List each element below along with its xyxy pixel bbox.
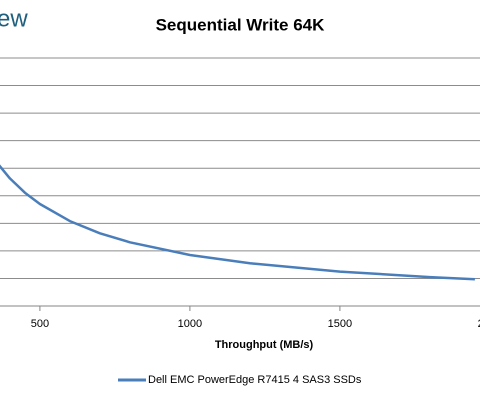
data-line <box>0 164 475 281</box>
chart-title: Sequential Write 64K <box>156 15 326 34</box>
x-tick-label: 2000 <box>478 318 480 330</box>
x-tick-label: 1000 <box>178 318 202 330</box>
x-axis-title: Throughput (MB/s) <box>215 339 314 351</box>
logo: ew <box>0 5 28 32</box>
x-tick-label: 500 <box>31 318 49 330</box>
x-tick-label: 1500 <box>328 318 352 330</box>
legend-label: Dell EMC PowerEdge R7415 4 SAS3 SSDs <box>148 374 362 386</box>
